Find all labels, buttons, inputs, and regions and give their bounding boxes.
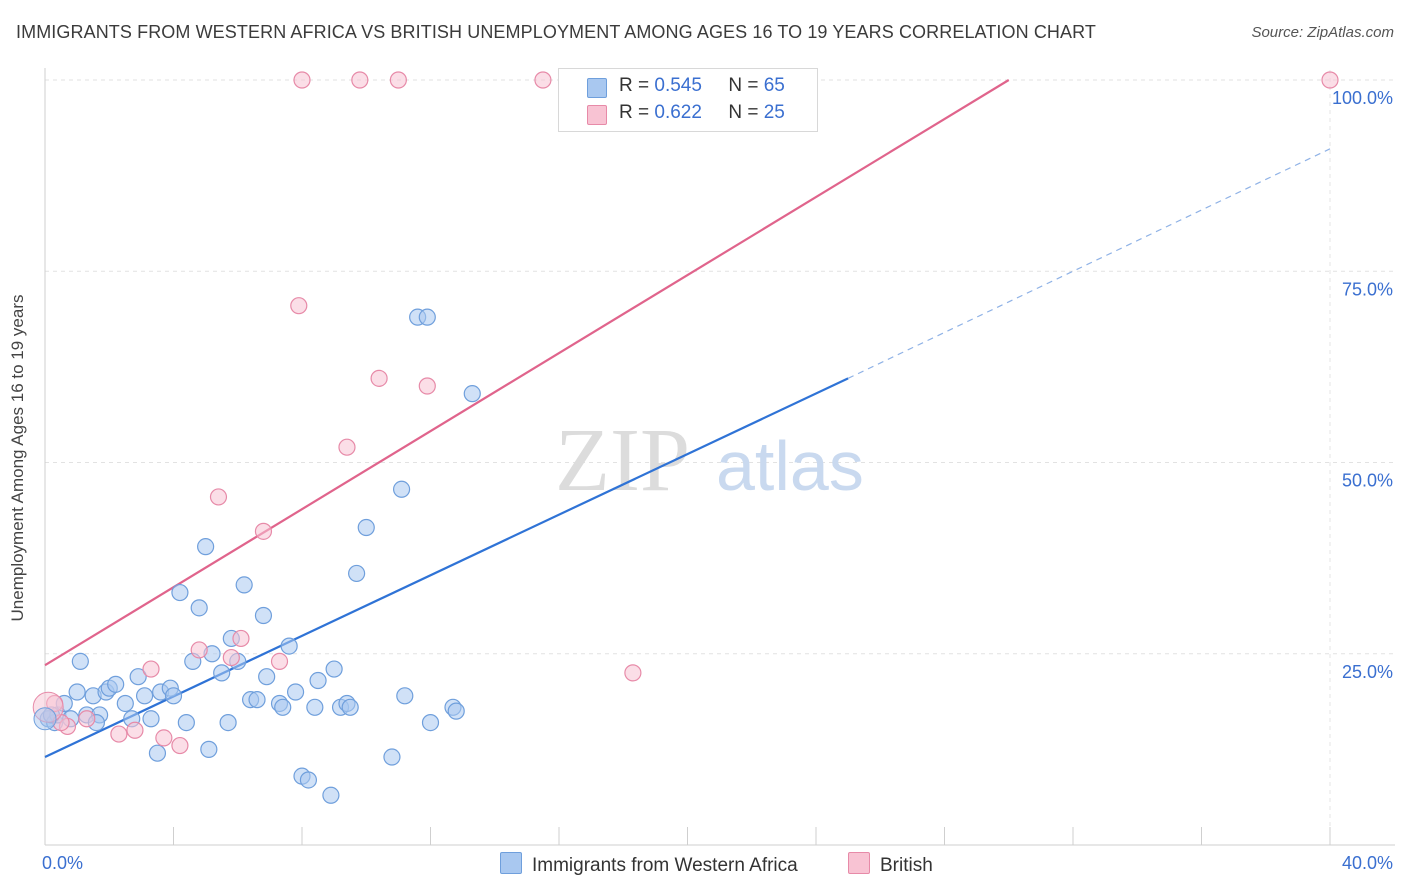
point-british — [338, 438, 356, 456]
point-western-africa — [116, 694, 134, 713]
point-western-africa — [447, 702, 465, 720]
point-western-africa — [357, 518, 375, 537]
n-label: N = — [728, 75, 759, 96]
point-british — [209, 488, 228, 506]
r-value: 0.545 — [654, 75, 702, 96]
point-british — [78, 710, 96, 728]
point-western-africa-cluster — [33, 707, 57, 731]
point-british — [232, 629, 250, 648]
bottom-legend-label: British — [880, 855, 933, 876]
point-british — [1321, 71, 1339, 89]
r-label: R = — [619, 75, 650, 96]
point-western-africa — [383, 748, 401, 766]
point-british — [624, 664, 642, 682]
point-british — [222, 648, 240, 667]
point-western-africa — [219, 713, 237, 732]
watermark-atlas: atlas — [716, 427, 864, 505]
point-western-africa — [341, 698, 359, 716]
n-label: N = — [728, 102, 759, 123]
r-value: 0.622 — [654, 102, 702, 123]
bottom-legend-swatch-british — [848, 852, 870, 874]
trend-line-western-africa — [44, 377, 849, 759]
point-western-africa — [200, 740, 218, 758]
axes — [44, 68, 1395, 846]
trend-line-british — [44, 79, 1010, 667]
bottom-legend-swatch-western-africa — [500, 852, 522, 874]
point-western-africa — [306, 698, 324, 716]
point-western-africa — [71, 652, 89, 671]
watermark: ZIP atlas — [555, 411, 864, 510]
point-western-africa — [280, 637, 298, 655]
point-british — [155, 729, 173, 747]
chart-title: IMMIGRANTS FROM WESTERN AFRICA VS BRITIS… — [16, 22, 1096, 42]
bottom-legend-western-africa: Immigrants from Western Africa — [500, 852, 798, 877]
legend-swatch-british — [587, 105, 607, 125]
point-western-africa — [286, 683, 305, 701]
point-british — [370, 369, 388, 387]
point-western-africa — [254, 606, 273, 625]
point-western-africa — [392, 480, 411, 498]
y-tick-label: 25.0% — [1342, 662, 1393, 682]
point-western-africa — [171, 583, 189, 602]
point-western-africa — [135, 687, 154, 705]
source-label: Source: ZipAtlas.com — [1251, 24, 1394, 41]
point-british — [293, 71, 311, 89]
point-western-africa — [396, 687, 414, 705]
point-british — [290, 297, 308, 315]
point-western-africa — [463, 385, 481, 403]
point-western-africa — [107, 675, 125, 693]
point-western-africa — [190, 599, 208, 617]
bottom-legend-label: Immigrants from Western Africa — [532, 855, 798, 876]
point-western-africa — [148, 744, 167, 762]
point-british — [418, 377, 436, 395]
point-western-africa — [258, 668, 276, 686]
point-western-africa — [177, 713, 195, 732]
x-tick-label-max: 40.0% — [1342, 853, 1393, 873]
point-british — [351, 71, 369, 89]
y-tick-label: 100.0% — [1332, 88, 1393, 108]
x-tick-label-min: 0.0% — [42, 853, 83, 873]
point-western-africa — [248, 691, 266, 709]
n-value: 25 — [763, 102, 785, 123]
point-british — [171, 736, 189, 755]
correlation-legend: R = 0.545 N = 65 R = 0.622 N = 25 — [558, 68, 818, 132]
n-value: 65 — [763, 75, 785, 96]
point-western-africa — [322, 786, 340, 804]
bottom-legend-british: British — [848, 852, 933, 877]
point-western-africa — [142, 710, 160, 728]
point-western-africa — [197, 538, 215, 556]
point-western-africa — [164, 687, 183, 705]
point-british — [389, 71, 407, 89]
watermark-zip: ZIP — [555, 411, 690, 510]
point-british — [142, 660, 160, 678]
data-points — [32, 71, 1339, 804]
point-western-africa — [129, 668, 147, 686]
point-british — [270, 652, 289, 671]
point-british — [110, 725, 128, 743]
point-western-africa — [299, 771, 318, 789]
legend-swatch-western-africa — [587, 78, 607, 98]
point-british — [254, 522, 273, 540]
tick-labels: 25.0% 50.0% 75.0% 100.0% 0.0% 40.0% — [42, 88, 1393, 873]
y-tick-label: 50.0% — [1342, 471, 1393, 491]
y-tick-label: 75.0% — [1342, 279, 1393, 299]
point-western-africa — [348, 564, 366, 583]
point-british — [534, 71, 552, 89]
point-western-africa — [418, 308, 436, 326]
point-western-africa — [325, 660, 343, 678]
point-western-africa — [235, 576, 253, 594]
trend-line-western-africa-extension — [847, 148, 1331, 379]
point-western-africa — [68, 683, 86, 701]
point-western-africa — [309, 671, 327, 690]
point-western-africa — [274, 698, 292, 716]
point-western-africa — [213, 664, 231, 682]
r-label: R = — [619, 102, 650, 123]
point-western-africa — [421, 713, 440, 732]
point-british — [126, 721, 144, 739]
point-british — [190, 641, 208, 659]
